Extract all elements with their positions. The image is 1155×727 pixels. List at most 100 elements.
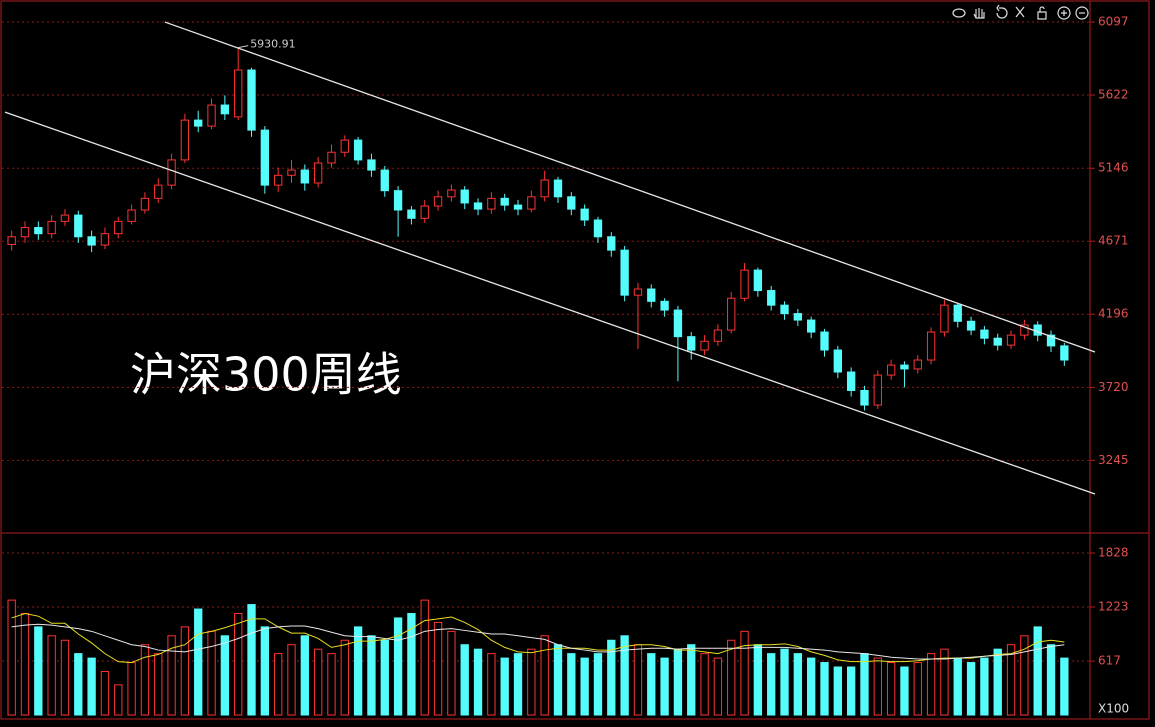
volume-bar (100, 670, 110, 716)
zoom-out-icon[interactable] (1075, 6, 1089, 20)
candle-body (940, 304, 949, 333)
candle-body (473, 202, 483, 210)
candle-body (327, 151, 336, 164)
candle-body (207, 104, 216, 127)
volume-bar (687, 644, 696, 716)
volume-bar (727, 639, 736, 716)
volume-bar (767, 653, 776, 716)
volume-bar (980, 657, 989, 716)
y-tick-label: 617 (1098, 654, 1121, 668)
candle-body (846, 371, 856, 391)
candle-body (687, 336, 696, 351)
candle-body (87, 236, 96, 246)
zoom-in-icon[interactable] (1057, 6, 1071, 20)
y-tick-label: 1828 (1098, 546, 1129, 560)
volume-bar (7, 599, 16, 716)
eye-icon[interactable] (952, 8, 966, 18)
volume-bar (580, 657, 589, 716)
volume-bar (926, 653, 936, 716)
volume-bar (447, 630, 456, 716)
y-tick-label: 5622 (1098, 88, 1129, 102)
candle-body (980, 329, 989, 339)
candle-body (447, 189, 456, 198)
volume-bar (313, 648, 323, 716)
candle-body (353, 139, 363, 161)
candle-body (194, 119, 203, 127)
candle-body (433, 196, 443, 207)
candle-body (1046, 334, 1056, 347)
volume-bar (353, 626, 363, 716)
volume-bar (713, 657, 723, 716)
candle-body (127, 209, 136, 222)
volume-bar (74, 653, 83, 716)
volume-bar (820, 662, 829, 716)
volume-bar (260, 626, 270, 716)
trend-line (4, 111, 1096, 495)
candle-body (660, 300, 669, 311)
candle-body (553, 179, 563, 198)
y-tick-label: 1223 (1098, 599, 1129, 613)
candle-body (607, 236, 616, 251)
candle-body (993, 337, 1002, 346)
peak-label: 5930.91 (250, 38, 296, 51)
candle-body (926, 331, 936, 361)
volume-bar (1020, 635, 1029, 716)
candle-body (60, 214, 70, 222)
candle-body (966, 320, 976, 331)
volume-bar (500, 657, 509, 716)
candle-body (833, 349, 842, 373)
y-tick-label: 3245 (1098, 453, 1129, 467)
candle-body (913, 359, 922, 370)
volume-bar (287, 644, 296, 716)
volume-bar (380, 639, 389, 716)
candle-body (34, 227, 43, 235)
volume-bar (473, 648, 483, 716)
candle-body (367, 159, 376, 171)
hand-icon[interactable] (973, 8, 985, 19)
volume-bar (433, 621, 443, 716)
volume-bar (900, 666, 909, 716)
lock-icon[interactable] (1037, 6, 1047, 20)
volume-bar (60, 639, 70, 716)
volume-bar (607, 639, 616, 716)
volume-bar (327, 653, 336, 716)
candle-body (380, 169, 389, 192)
candle-body (300, 169, 309, 184)
volume-bar (860, 653, 869, 716)
candle-body (487, 197, 496, 210)
candle-body (807, 319, 816, 333)
y-tick-label: 6097 (1098, 15, 1129, 29)
volume-bar (553, 644, 563, 716)
volume-bar (873, 657, 882, 716)
candle-body (633, 288, 643, 296)
candle-body (393, 190, 403, 211)
candle-body (47, 220, 56, 235)
volume-bar (393, 617, 403, 716)
volume-bar (1046, 644, 1056, 716)
candle-body (1033, 324, 1042, 336)
candle-body (7, 236, 16, 245)
cut-icon[interactable] (1015, 6, 1025, 18)
volume-bar (367, 635, 376, 716)
volume-bar (620, 635, 629, 716)
candle-body (620, 249, 629, 296)
volume-bar (647, 653, 656, 716)
volume-bar (700, 653, 709, 716)
candle-body (500, 197, 509, 206)
volume-bar (913, 662, 922, 716)
y-tick-label: 3720 (1098, 380, 1129, 394)
candle-body (247, 69, 256, 131)
undo-icon[interactable] (996, 4, 1008, 19)
candle-body (580, 208, 589, 221)
candle-body (540, 179, 549, 198)
volume-bar (154, 653, 163, 716)
volume-bar (207, 630, 216, 716)
candle-body (873, 374, 882, 406)
candle-body (527, 196, 536, 210)
volume-bar (740, 630, 749, 716)
candle-body (20, 227, 30, 238)
candle-body (180, 119, 190, 161)
volume-bar (167, 635, 176, 716)
candle-body (114, 220, 123, 235)
